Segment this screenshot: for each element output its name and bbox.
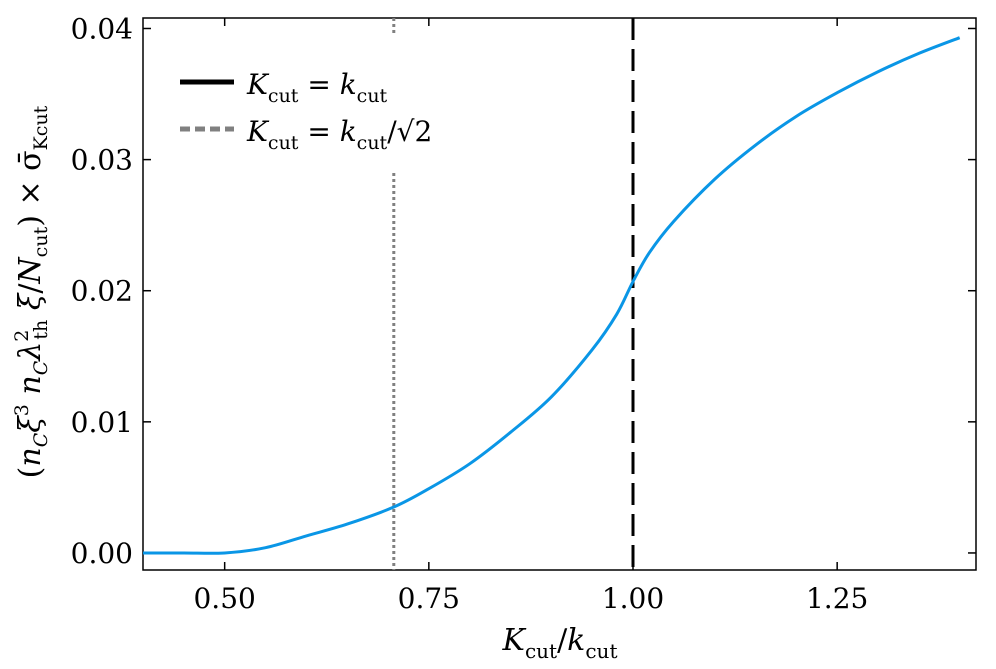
y-tick-label: 0.01: [71, 406, 133, 439]
y-tick-label: 0.04: [71, 12, 133, 45]
x-axis-label: Kcut/kcut: [502, 623, 618, 663]
series-line: [142, 36, 961, 555]
plot-frame: [142, 17, 977, 571]
x-tick-label: 1.25: [806, 582, 868, 615]
svg-text:(nCξ3 nCλ2th ξ/Ncut) × σ̄Kcut: (nCξ3 nCλ2th ξ/Ncut) × σ̄Kcut: [11, 105, 52, 478]
y-axis-label: (nCξ3 nCλ2th ξ/Ncut) × σ̄Kcut: [11, 105, 52, 478]
series-group: [142, 36, 961, 555]
legend-label-solid: Kcut = kcut: [246, 68, 388, 107]
y-tick-label: 0.00: [71, 537, 133, 570]
y-tick-label: 0.03: [71, 144, 133, 177]
legend-label-dashed: Kcut = kcut/√2: [246, 115, 432, 154]
y-axis: 0.00 0.01 0.02 0.03 0.04: [71, 12, 976, 570]
x-tick-label: 1.00: [602, 582, 664, 615]
x-tick-label: 0.75: [398, 582, 460, 615]
y-tick-label: 0.02: [71, 275, 133, 308]
plot-area: 0.50 0.75 1.00 1.25 0.00 0.01 0.02 0.03 0.04: [71, 12, 977, 615]
x-axis: 0.50 0.75 1.00 1.25: [193, 18, 868, 615]
reference-lines: [392, 18, 635, 570]
svg-text:Kcut/kcut: Kcut/kcut: [502, 623, 618, 663]
legend: Kcut = kcut Kcut = kcut/√2: [180, 68, 432, 154]
x-tick-label: 0.50: [193, 582, 255, 615]
